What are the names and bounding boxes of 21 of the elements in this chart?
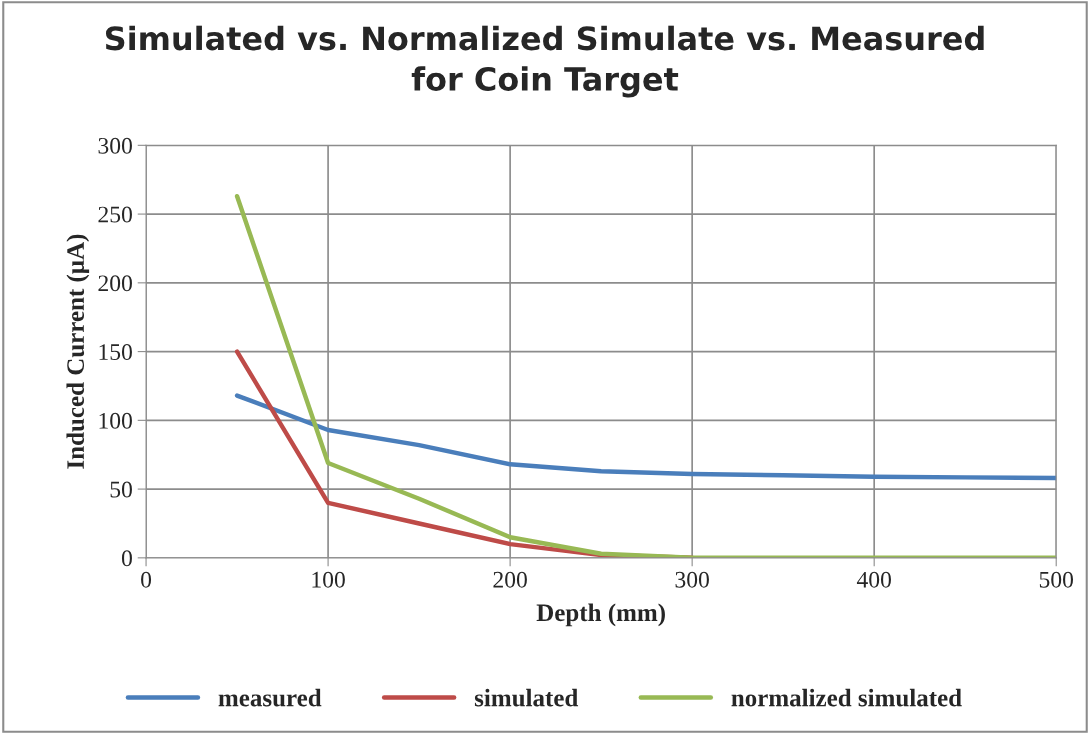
x-tick-label: 400 <box>856 571 891 588</box>
y-tick-label: 300 <box>98 137 132 154</box>
x-tick-label: 200 <box>493 571 527 588</box>
legend-label: simulated <box>474 688 579 707</box>
line-series <box>234 193 1057 558</box>
legend-label: normalized simulated <box>731 688 962 707</box>
x-tick-label: 100 <box>312 571 345 588</box>
legend-label: measured <box>218 688 322 707</box>
y-tick-label: 0 <box>121 550 132 567</box>
chart-title: Simulated vs. Normalized Simulate vs. Measured for Coin Target <box>105 25 984 98</box>
x-tick-label: 0 <box>141 571 152 588</box>
y-tick-label: 100 <box>99 412 132 429</box>
y-tick-label: 250 <box>98 206 132 223</box>
y-axis-title: Induced Current (μA) <box>66 234 90 469</box>
x-axis-title: Depth (mm) <box>536 603 665 627</box>
y-tick-label: 150 <box>99 344 132 361</box>
x-tick-label: 500 <box>1039 571 1074 588</box>
y-tick-label: 50 <box>110 481 132 498</box>
y-tick-label: 200 <box>98 275 132 292</box>
line-series <box>234 393 1057 481</box>
x-tick-label: 300 <box>675 571 709 588</box>
